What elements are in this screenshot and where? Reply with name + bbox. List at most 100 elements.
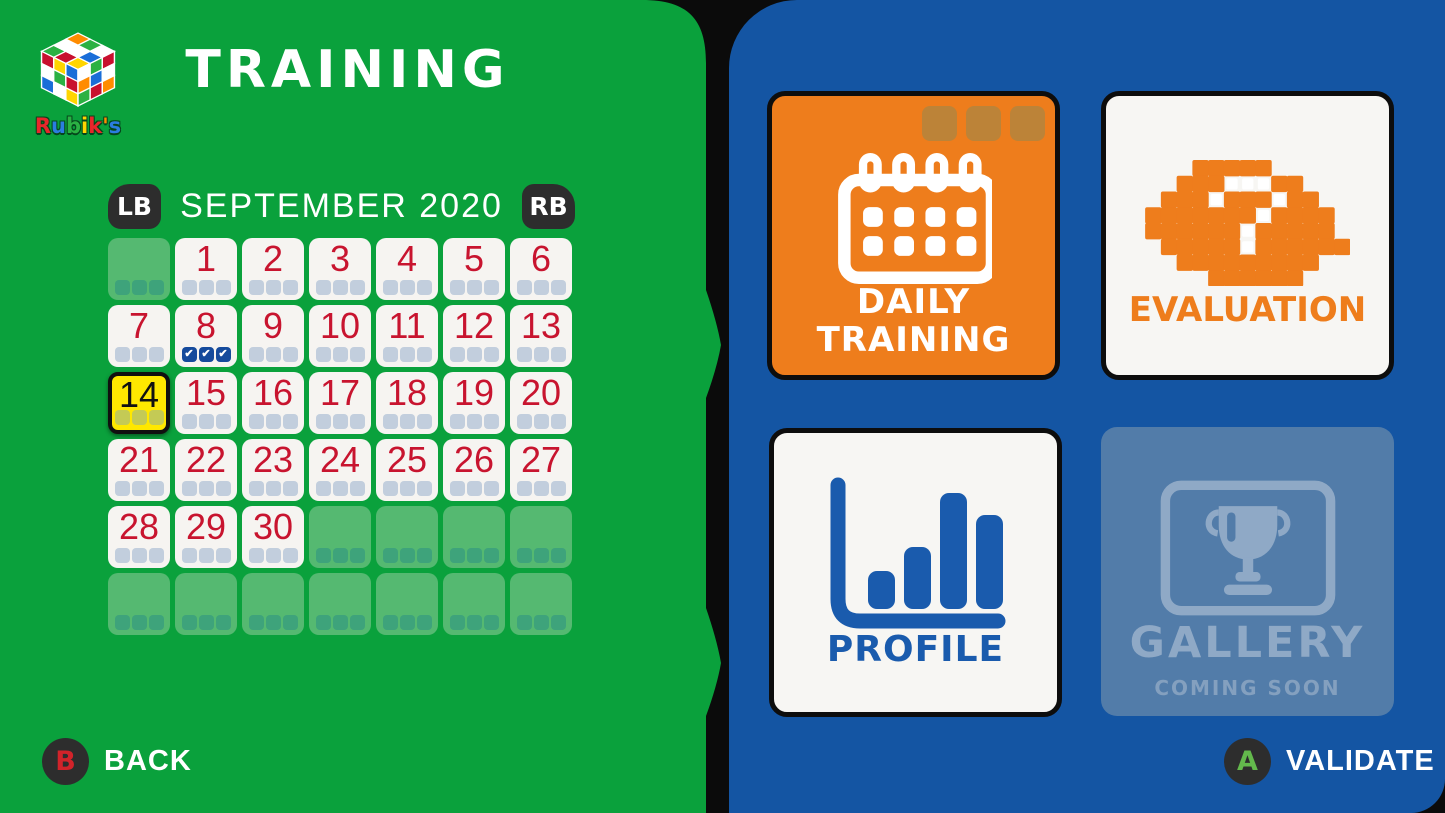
- calendar-day-cell[interactable]: 24: [309, 439, 371, 501]
- lb-bumper-button[interactable]: LB: [108, 184, 161, 229]
- exercise-slot: [265, 347, 281, 362]
- rb-bumper-button[interactable]: RB: [522, 184, 575, 229]
- calendar-day-cell[interactable]: 2: [242, 238, 304, 300]
- exercise-slot: [349, 615, 365, 630]
- calendar-day-cell[interactable]: 27: [510, 439, 572, 501]
- exercise-slot: [533, 347, 549, 362]
- calendar-day-cell[interactable]: 9: [242, 305, 304, 367]
- exercise-slot: [315, 481, 331, 496]
- gallery-coming-soon-label: COMING SOON: [1154, 676, 1341, 700]
- exercise-slot: [550, 280, 566, 295]
- calendar-day-cell[interactable]: 3: [309, 238, 371, 300]
- exercise-slot: [131, 615, 147, 630]
- calendar-day-cell[interactable]: 25: [376, 439, 438, 501]
- calendar-day-cell[interactable]: 13: [510, 305, 572, 367]
- calendar-day-cell[interactable]: 17: [309, 372, 371, 434]
- day-number: 25: [386, 439, 428, 480]
- day-number: 12: [453, 305, 495, 346]
- exercise-slot: [215, 481, 231, 496]
- day-number: 3: [329, 238, 351, 279]
- rubiks-cube-icon: [40, 32, 116, 108]
- day-number: 26: [453, 439, 495, 480]
- calendar-day-cell[interactable]: 15: [175, 372, 237, 434]
- calendar-day-cell[interactable]: 21: [108, 439, 170, 501]
- day-number: 30: [252, 506, 294, 547]
- day-number: 1: [195, 238, 217, 279]
- calendar-day-cell[interactable]: 23: [242, 439, 304, 501]
- exercise-slot: [248, 615, 264, 630]
- tile-profile[interactable]: PROFILE: [769, 428, 1062, 717]
- exercise-slot: [416, 347, 432, 362]
- exercise-slot: [265, 280, 281, 295]
- exercise-slot: [382, 280, 398, 295]
- calendar-day-cell[interactable]: 19: [443, 372, 505, 434]
- day-number: 16: [252, 372, 294, 413]
- exercise-slot: [332, 347, 348, 362]
- exercise-slot: [416, 615, 432, 630]
- exercise-slot: [449, 548, 465, 563]
- exercise-slot: [516, 414, 532, 429]
- calendar-day-cell[interactable]: 30: [242, 506, 304, 568]
- validate-hint[interactable]: A VALIDATE: [1224, 738, 1435, 785]
- calendar-day-cell[interactable]: 16: [242, 372, 304, 434]
- calendar-day-cell[interactable]: 28: [108, 506, 170, 568]
- calendar-day-cell[interactable]: 10: [309, 305, 371, 367]
- calendar-empty-cell: [376, 506, 438, 568]
- exercise-slot: [416, 280, 432, 295]
- calendar-day-cell[interactable]: 26: [443, 439, 505, 501]
- gallery-label: GALLERY: [1129, 618, 1366, 668]
- exercise-slot: [315, 414, 331, 429]
- tile-daily-training[interactable]: DAILY TRAINING: [767, 91, 1060, 380]
- day-number: 17: [319, 372, 361, 413]
- calendar-day-cell[interactable]: 5: [443, 238, 505, 300]
- exercise-slot: [466, 548, 482, 563]
- day-number: 13: [520, 305, 562, 346]
- exercise-slot: [332, 615, 348, 630]
- calendar-day-cell[interactable]: 14: [108, 372, 170, 434]
- calendar-empty-cell: [443, 506, 505, 568]
- trophy-icon: [1159, 479, 1337, 617]
- exercise-slot: [282, 347, 298, 362]
- exercise-slot: [483, 615, 499, 630]
- exercise-slot: [466, 280, 482, 295]
- day-number: 6: [530, 238, 552, 279]
- back-hint[interactable]: B BACK: [42, 738, 192, 785]
- calendar-day-cell[interactable]: 4: [376, 238, 438, 300]
- calendar-day-cell[interactable]: 29: [175, 506, 237, 568]
- calendar-day-cell[interactable]: 20: [510, 372, 572, 434]
- day-number: 4: [396, 238, 418, 279]
- exercise-slot: [332, 280, 348, 295]
- month-label: SEPTEMBER 2020: [180, 187, 503, 225]
- tile-evaluation[interactable]: EVALUATION: [1101, 91, 1394, 380]
- calendar-day-cell[interactable]: 6: [510, 238, 572, 300]
- profile-label: PROFILE: [826, 629, 1005, 670]
- exercise-slot: [148, 481, 164, 496]
- calendar-empty-cell: [108, 573, 170, 635]
- exercise-slot: [399, 548, 415, 563]
- exercise-slot: [382, 481, 398, 496]
- exercise-slot: [282, 615, 298, 630]
- exercise-slot: [349, 481, 365, 496]
- calendar-day-cell[interactable]: 11: [376, 305, 438, 367]
- exercise-slot: [315, 347, 331, 362]
- calendar-day-cell[interactable]: 22: [175, 439, 237, 501]
- day-number: 15: [185, 372, 227, 413]
- exercise-slot-checked: ✔: [181, 347, 197, 362]
- calendar-day-cell[interactable]: 12: [443, 305, 505, 367]
- exercise-slot: [399, 347, 415, 362]
- calendar-day-cell[interactable]: 1: [175, 238, 237, 300]
- daily-training-slots: [922, 106, 1045, 141]
- calendar-day-cell[interactable]: 7: [108, 305, 170, 367]
- day-number: 19: [453, 372, 495, 413]
- evaluation-label: EVALUATION: [1128, 290, 1367, 330]
- calendar-empty-cell: [376, 573, 438, 635]
- calendar-day-cell[interactable]: 8 ✔ ✔ ✔: [175, 305, 237, 367]
- rubiks-wordmark: Rubik's: [34, 114, 122, 138]
- day-number: 10: [319, 305, 361, 346]
- exercise-slot: [181, 280, 197, 295]
- exercise-slot: [550, 481, 566, 496]
- brain-question-icon: [1145, 160, 1350, 286]
- exercise-slot: [550, 615, 566, 630]
- calendar-day-cell[interactable]: 18: [376, 372, 438, 434]
- exercise-slot-checked: ✔: [215, 347, 231, 362]
